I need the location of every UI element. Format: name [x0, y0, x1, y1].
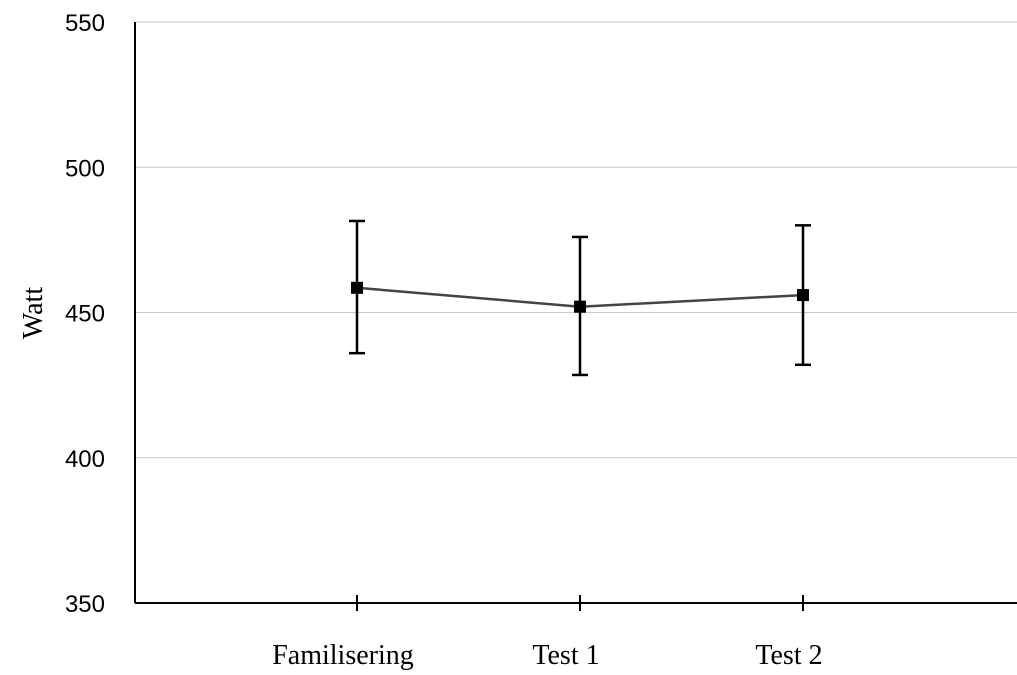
series	[349, 219, 811, 377]
y-tick-label: 400	[65, 446, 105, 473]
y-tick-label: 500	[65, 155, 105, 182]
x-tick-label: Test 2	[755, 640, 822, 671]
y-tick-labels: 350 400 450 500 550	[65, 10, 105, 618]
data-point-marker	[797, 289, 809, 302]
data-point-marker	[351, 281, 363, 294]
y-axis-label: Watt	[18, 287, 49, 339]
y-tick-label: 450	[65, 301, 105, 328]
x-tick-label: Test 1	[532, 640, 599, 671]
grid-lines	[135, 21, 1017, 459]
data-point-marker	[574, 300, 586, 313]
axes	[134, 22, 1017, 604]
y-tick-label: 350	[65, 591, 105, 618]
x-ticks: Familisering Test 1 Test 2	[272, 595, 823, 671]
y-tick-label: 550	[65, 10, 105, 37]
x-tick-label: Familisering	[272, 640, 414, 671]
